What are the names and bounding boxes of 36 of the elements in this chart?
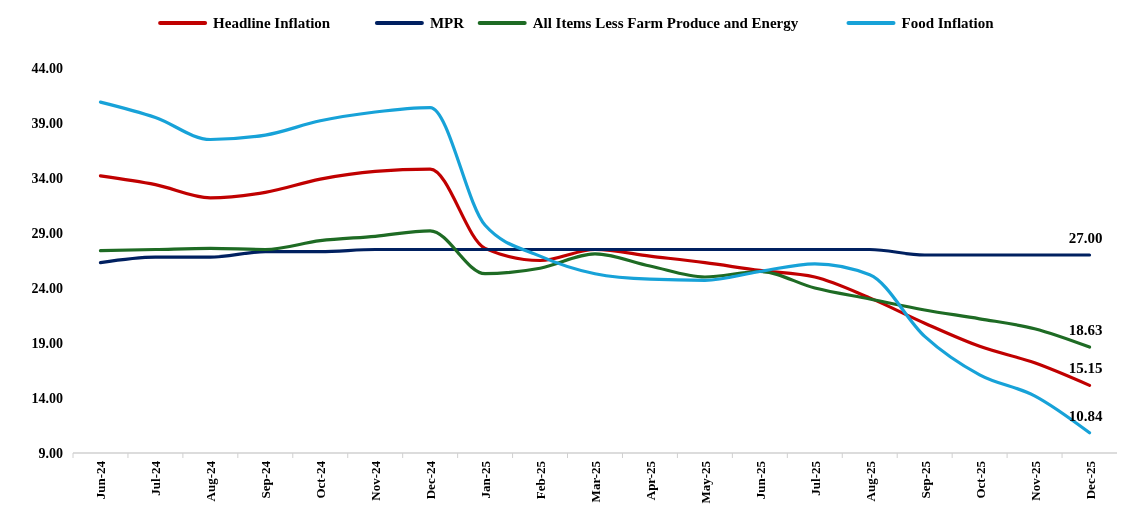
annotation: 27.00	[1068, 230, 1103, 246]
line-series	[98, 247, 1092, 265]
x-tick-label: Jun-25	[752, 460, 768, 500]
y-tick-label: 29.00	[31, 225, 63, 241]
x-tick-label: Oct-25	[972, 460, 988, 499]
x-tick-label: Oct-24	[313, 460, 329, 499]
y-tick-label: 14.00	[31, 390, 63, 406]
x-tick-label: Sep-25	[917, 460, 933, 499]
y-tick-label: 34.00	[31, 170, 63, 186]
y-tick-label: 39.00	[31, 115, 63, 131]
annotation: 18.63	[1068, 322, 1103, 339]
legend-label: Food Inflation	[901, 15, 995, 32]
y-tick-label: 19.00	[31, 335, 63, 351]
x-tick-label: Aug-25	[862, 460, 878, 502]
annotation: 15.15	[1068, 360, 1103, 377]
x-tick-label: Aug-24	[203, 460, 219, 502]
x-tick-label: Dec-24	[423, 460, 439, 500]
y-tick-label: 44.00	[31, 60, 63, 76]
x-tick-label: Jan-25	[478, 460, 494, 499]
x-tick-label: Sep-24	[258, 460, 274, 499]
y-tick-label: 9.00	[38, 445, 63, 461]
x-tick-label: Jul-25	[807, 460, 823, 496]
x-tick-label: Mar-25	[588, 460, 603, 503]
x-tick-label: Jul-24	[148, 460, 164, 496]
legend-label: All Items Less Farm Produce and Energy	[532, 15, 799, 32]
x-tick-label: Nov-24	[368, 460, 384, 501]
x-tick-label: Jun-24	[93, 460, 109, 500]
x-tick-label: Nov-25	[1027, 460, 1043, 501]
legend-label: MPR	[429, 15, 465, 32]
x-tick-label: Feb-25	[533, 460, 549, 500]
y-tick-label: 24.00	[31, 280, 63, 296]
annotation: 10.84	[1068, 407, 1103, 424]
legend-label: Headline Inflation	[213, 15, 331, 32]
x-tick-label: Dec-25	[1082, 460, 1098, 500]
x-tick-label: Apr-25	[642, 460, 658, 501]
x-tick-label: May-25	[697, 460, 713, 504]
